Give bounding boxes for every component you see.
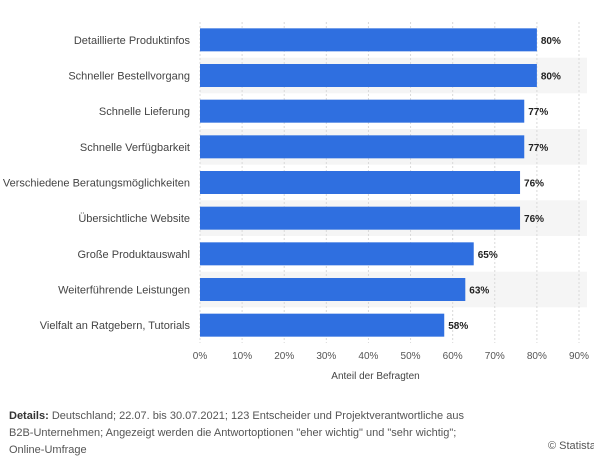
x-tick-label: 70% — [485, 351, 505, 362]
bar — [200, 28, 537, 52]
value-label: 80% — [541, 72, 561, 83]
x-tick-label: 20% — [274, 351, 294, 362]
value-label: 63% — [469, 286, 489, 297]
value-label: 76% — [524, 214, 544, 225]
bar — [200, 206, 521, 230]
category-label: Schnelle Verfügbarkeit — [80, 142, 190, 154]
category-label: Verschiedene Beratungsmöglichkeiten — [3, 178, 190, 190]
category-label: Übersichtliche Website — [78, 213, 190, 225]
category-label: Große Produktauswahl — [78, 249, 191, 261]
x-tick-label: 90% — [569, 351, 589, 362]
bar — [200, 278, 466, 301]
details-label: Details: — [9, 410, 49, 422]
x-tick-label: 10% — [232, 351, 252, 362]
bar — [200, 313, 445, 337]
category-label: Detaillierte Produktinfos — [74, 35, 191, 47]
x-tick-label: 30% — [316, 351, 336, 362]
category-label: Schnelle Lieferung — [99, 106, 190, 118]
bar-chart: 0% 10% 20% 30% 40% 50% 60% 70% 80% 90% Detailliert… — [3, 22, 589, 382]
category-label: Vielfalt an Ratgebern, Tutorials — [40, 320, 191, 332]
x-tick-label: 50% — [401, 351, 421, 362]
value-label: 65% — [478, 250, 498, 261]
statista-credit: © Statista — [548, 440, 594, 452]
bar — [200, 99, 525, 123]
bar — [200, 64, 537, 87]
bar — [200, 242, 474, 266]
x-tick-label: 80% — [527, 351, 547, 362]
value-label: 80% — [541, 36, 561, 47]
value-label: 58% — [448, 321, 468, 332]
bar — [200, 171, 521, 194]
value-label: 76% — [524, 179, 544, 190]
x-tick-label: 60% — [443, 351, 463, 362]
bar — [200, 135, 525, 159]
category-label: Weiterführende Leistungen — [58, 285, 190, 297]
details-note: Details: Deutschland; 22.07. bis 30.07.2… — [9, 408, 479, 459]
value-label: 77% — [528, 107, 548, 118]
category-label: Schneller Bestellvorgang — [68, 71, 190, 83]
value-label: 77% — [528, 143, 548, 154]
x-tick-label: 0% — [193, 351, 208, 362]
details-text: Deutschland; 22.07. bis 30.07.2021; 123 … — [9, 410, 464, 456]
x-tick-label: 40% — [358, 351, 378, 362]
x-axis-title: Anteil der Befragten — [331, 371, 419, 382]
